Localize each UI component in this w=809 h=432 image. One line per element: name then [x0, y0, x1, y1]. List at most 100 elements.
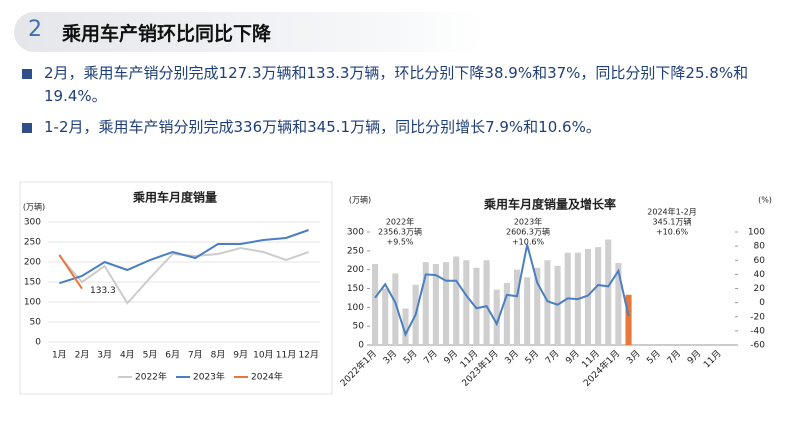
bar [392, 273, 399, 345]
bar [483, 260, 490, 345]
legend-label: 2024年 [251, 371, 283, 383]
data-label: 133.3 [90, 286, 116, 296]
bar [463, 260, 470, 345]
x-tick-label: 3月 [381, 348, 399, 366]
bar [422, 262, 429, 345]
y-tick-label: 250 [347, 246, 364, 256]
x-tick-label: 1月 [52, 350, 67, 361]
bar [443, 262, 450, 345]
annotation: 2606.3万辆 [506, 227, 550, 237]
y-tick-label: 200 [347, 265, 364, 275]
line [58, 254, 83, 290]
x-tick-label: 5月 [401, 348, 419, 366]
x-tick-label: 6月 [165, 350, 180, 361]
bar [513, 269, 521, 345]
x-tick-label: 5月 [523, 348, 541, 366]
x-tick-label: 7月 [188, 350, 203, 361]
bar [372, 264, 379, 345]
y2-tick-label: 100 [748, 228, 765, 238]
x-tick-label: 3月 [624, 348, 642, 366]
y2-tick-label: 40 [754, 270, 766, 280]
y-tick-label: 50 [30, 318, 42, 328]
x-tick-label: 9月 [564, 348, 582, 366]
bar [473, 267, 480, 345]
x-tick-label: 7月 [665, 348, 683, 366]
y2-tick-label: 80 [754, 242, 766, 252]
header-bar [14, 12, 484, 52]
y-tick-label: 100 [347, 303, 364, 313]
y-tick-label: 0 [358, 341, 364, 351]
y2-tick-label: 20 [754, 284, 766, 294]
y2-tick-label: -40 [750, 326, 765, 336]
chart-title: 乘用车月度销量及增长率 [483, 197, 616, 212]
bar [524, 277, 531, 345]
bar [382, 288, 389, 345]
y-tick-label: 150 [24, 278, 41, 288]
x-tick-label: 3月 [97, 350, 112, 361]
y-tick-label: 300 [347, 228, 364, 238]
annotation: 2023年 [514, 217, 542, 227]
annotation: +9.5% [386, 238, 413, 247]
bar [402, 308, 409, 345]
annotation: 2024年1-2月 [647, 207, 696, 217]
bar [605, 239, 612, 345]
chart-frame [19, 181, 333, 395]
bar [625, 294, 632, 345]
y-tick-label: 100 [24, 298, 41, 308]
annotation: 2022年 [386, 217, 414, 227]
legend-label: 2023年 [193, 371, 225, 383]
bar [584, 248, 592, 345]
y-tick-label: 250 [24, 238, 41, 248]
x-tick-label: 2月 [75, 350, 90, 361]
annotation: 2356.3万辆 [378, 227, 422, 237]
annotation: +10.6% [656, 228, 689, 237]
bar [432, 264, 439, 345]
x-tick-label: 7月 [422, 348, 440, 366]
legend-label: 2022年 [135, 371, 167, 383]
y2-tick-label: 60 [754, 256, 766, 266]
axis-unit: (万辆) [349, 195, 371, 205]
x-tick-label: 9月 [685, 348, 703, 366]
annotation: +10.6% [512, 238, 545, 247]
slide-title: 乘用车产销环比同比下降 [62, 23, 272, 45]
y-tick-label: 50 [353, 322, 365, 332]
x-tick-label: 7月 [543, 348, 561, 366]
x-tick-label: 9月 [233, 350, 248, 361]
x-tick-label: 5月 [143, 350, 158, 361]
axis-unit: (%) [758, 196, 772, 205]
y-tick-label: 150 [347, 284, 364, 294]
line [374, 244, 630, 338]
bar [615, 262, 622, 345]
bullet: 2月，乘用车产销分别完成127.3万辆和133.3万辆，环比分别下降38.9%和… [22, 62, 804, 108]
y2-tick-label: -20 [750, 312, 765, 322]
y-tick-label: 200 [24, 258, 41, 268]
x-tick-label: 3月 [503, 348, 521, 366]
y2-tick-label: 0 [759, 298, 765, 308]
section-number: 2 [28, 17, 42, 42]
bullet: 1-2月，乘用车产销分别完成336万辆和345.1万辆，同比分别增长7.9%和1… [22, 116, 804, 139]
x-tick-label: 5月 [645, 348, 663, 366]
x-tick-label: 11月 [701, 348, 723, 370]
bar [493, 289, 500, 345]
x-tick-label: 4月 [120, 350, 135, 361]
annotation: 345.1万辆 [653, 217, 692, 227]
y2-tick-label: -60 [750, 341, 765, 351]
x-tick-label: 2022年1月 [337, 347, 378, 388]
bar [534, 267, 541, 345]
axis-unit: (万辆) [23, 202, 45, 212]
x-tick-label: 10月 [253, 350, 273, 361]
chart-title: 乘用车月度销量 [132, 190, 217, 205]
x-tick-label: 12月 [298, 350, 318, 361]
line [59, 229, 309, 285]
bar [453, 256, 460, 345]
bar [544, 260, 551, 345]
y-tick-label: 0 [35, 338, 41, 348]
x-tick-label: 8月 [211, 350, 226, 361]
bar [503, 282, 510, 345]
bar [595, 247, 602, 345]
x-tick-label: 11月 [276, 350, 296, 361]
x-tick-label: 9月 [442, 348, 460, 366]
y-tick-label: 300 [24, 218, 41, 228]
